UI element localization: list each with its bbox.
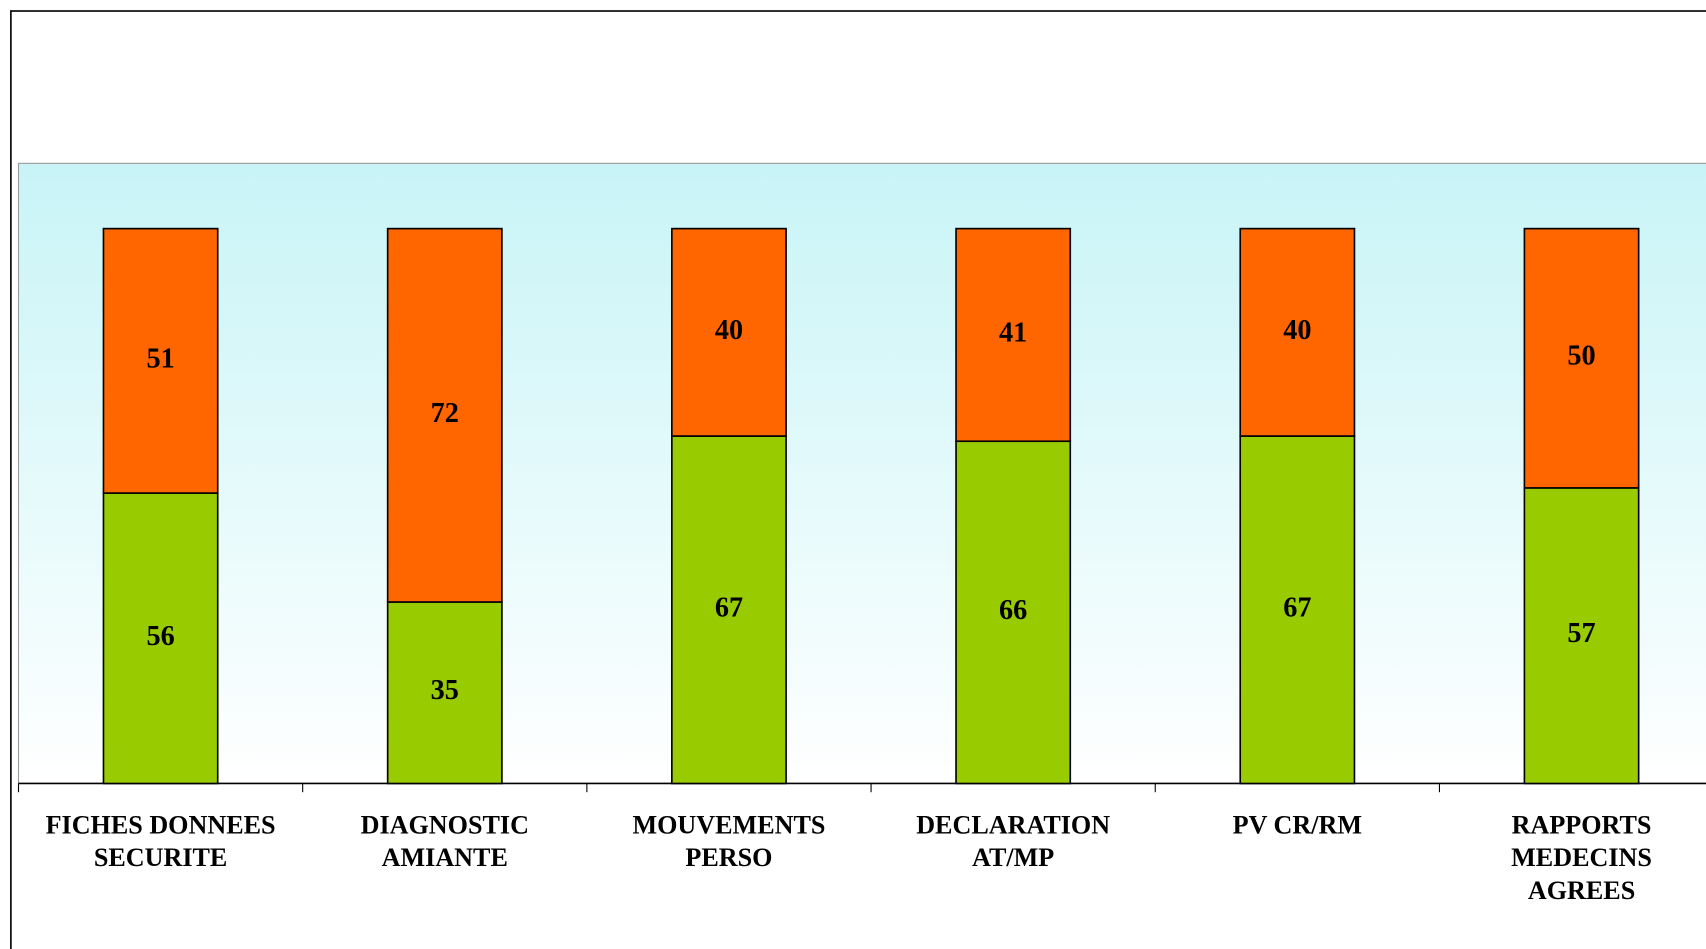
bar-segment [1523, 487, 1640, 785]
bar-segment [1239, 227, 1356, 437]
bar-segment [671, 435, 787, 785]
data-label: 50 [1567, 341, 1595, 372]
x-tick-label: FICHES DONNEES SECURITE [46, 811, 276, 873]
data-label: 67 [715, 592, 743, 623]
data-label: 67 [1283, 592, 1311, 623]
x-tick-label: MOUVEMENTS PERSO [632, 811, 825, 873]
data-label: 40 [1283, 315, 1311, 346]
x-tick-label: RAPPORTS MEDECINS AGREES [1511, 811, 1652, 905]
data-label: 66 [999, 595, 1027, 626]
bar-segment [955, 440, 1072, 785]
data-label: 72 [431, 398, 459, 429]
bar-segment [1523, 227, 1640, 489]
bar-segment [102, 492, 219, 785]
data-label: 51 [146, 343, 174, 374]
data-label: 35 [431, 675, 459, 706]
bar-segment [102, 227, 219, 494]
data-label: 56 [146, 621, 174, 652]
plot-area [17, 162, 1706, 785]
x-tick-label: PV CR/RM [1233, 811, 1362, 840]
x-tick-label: DECLARATION AT/MP [916, 811, 1110, 873]
bar-segment [386, 601, 503, 785]
bar-segment [386, 227, 503, 603]
bar-segment [671, 227, 787, 437]
bar-segment [1239, 435, 1356, 785]
bar-segment [955, 227, 1072, 443]
data-label: 40 [715, 315, 743, 346]
data-label: 41 [999, 317, 1027, 348]
data-label: 57 [1567, 618, 1595, 649]
x-tick-label: DIAGNOSTIC AMIANTE [361, 811, 529, 873]
